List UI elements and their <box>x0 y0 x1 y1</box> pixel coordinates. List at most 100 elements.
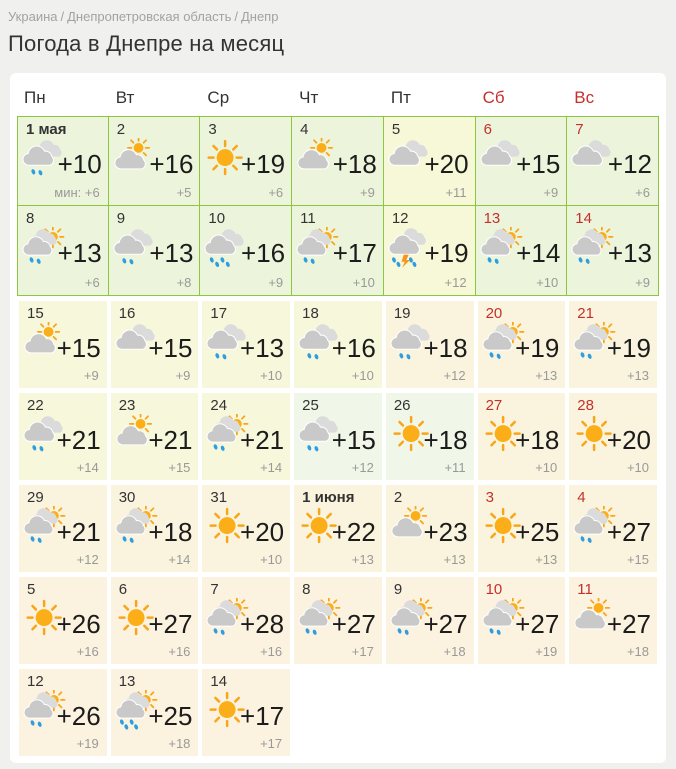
night-temp: +18 <box>443 644 466 659</box>
day-cell[interactable]: 11 +27 +18 <box>569 577 657 664</box>
day-cell[interactable]: 9 +13 +8 <box>108 206 201 296</box>
day-temp: +25 <box>515 517 560 547</box>
day-cell[interactable]: 12 +19 +12 <box>383 206 476 296</box>
day-cell[interactable]: 22 +21 +14 <box>19 393 107 480</box>
sun-icon <box>113 598 161 640</box>
cell-date: 11 <box>577 581 593 598</box>
night-temp: +12 <box>351 460 374 475</box>
cell-date: 24 <box>210 397 228 414</box>
sun-icon <box>480 414 528 456</box>
day-cell[interactable]: 1 июня +22 +13 <box>294 485 382 572</box>
cell-date: 25 <box>302 397 319 414</box>
day-cell[interactable]: 2 +23 +13 <box>385 485 474 572</box>
night-temp: +19 <box>76 736 99 751</box>
cell-date: 1 июня <box>302 489 355 506</box>
day-cell[interactable]: 27 +18 +10 <box>477 393 566 480</box>
day-temp: +22 <box>331 517 376 547</box>
weekday-wed: Ср <box>207 88 230 107</box>
day-temp: +26 <box>56 701 101 731</box>
cell-date: 3 <box>208 121 217 138</box>
cloud-rain-icon <box>388 322 436 364</box>
day-temp: +27 <box>606 609 651 639</box>
night-temp: +19 <box>535 644 558 659</box>
day-cell[interactable]: 16 +15 +9 <box>110 301 199 388</box>
day-temp: +23 <box>423 517 468 547</box>
day-cell[interactable]: 5 +20 +11 <box>383 116 476 206</box>
day-cell[interactable]: 23 +21 +15 <box>110 393 199 480</box>
night-temp: +15 <box>168 460 191 475</box>
cell-date: 14 <box>575 210 592 227</box>
day-cell[interactable]: 6 +15 +9 <box>475 116 568 206</box>
breadcrumb-link[interactable]: Днепропетровская область <box>67 9 232 24</box>
cell-date: 4 <box>577 489 586 506</box>
day-cell[interactable]: 20 +19 +13 <box>477 301 566 388</box>
cell-date: 6 <box>483 121 492 138</box>
day-cell[interactable]: 13 +14 +10 <box>475 206 568 296</box>
day-cell[interactable]: 14 +17 +17 <box>202 669 291 756</box>
day-cell[interactable]: 6 +27 +16 <box>110 577 199 664</box>
cloud-icon <box>386 138 434 180</box>
night-temp: +12 <box>444 275 467 290</box>
day-cell[interactable]: 15 +15 +9 <box>19 301 107 388</box>
day-cell[interactable]: 11 +17 +10 <box>292 206 384 296</box>
day-cell[interactable]: 2 +16 +5 <box>108 116 201 206</box>
night-temp: мин: +6 <box>54 185 100 200</box>
sun-cloud-rain-icon <box>571 506 619 548</box>
day-temp: +25 <box>148 701 193 731</box>
cell-date: 16 <box>118 305 136 322</box>
day-cell[interactable]: 14 +13 +9 <box>567 206 659 296</box>
day-temp: +18 <box>423 425 468 455</box>
sun-cloud-icon <box>113 414 161 456</box>
calendar-row: 8 +13 +6 9 +13 +8 10 +16 +9 11 +17 +10 12 +19 +12 13 +14… <box>17 206 659 296</box>
day-cell[interactable]: 13 +25 +18 <box>110 669 199 756</box>
cell-date: 1 мая <box>26 121 67 138</box>
day-cell[interactable]: 8 +27 +17 <box>294 577 382 664</box>
day-cell[interactable]: 7 +12 +6 <box>567 116 659 206</box>
day-temp: +17 <box>332 238 377 268</box>
day-cell[interactable]: 10 +27 +19 <box>477 577 566 664</box>
day-cell[interactable]: 10 +16 +9 <box>200 206 293 296</box>
night-temp: +17 <box>260 736 283 751</box>
day-cell[interactable]: 21 +19 +13 <box>569 301 657 388</box>
day-cell[interactable]: 17 +13 +10 <box>202 301 291 388</box>
night-temp: +8 <box>176 275 192 290</box>
day-cell[interactable]: 3 +25 +13 <box>477 485 566 572</box>
cell-date: 2 <box>393 489 403 506</box>
day-temp: +15 <box>516 149 561 179</box>
day-cell[interactable]: 24 +21 +14 <box>202 393 291 480</box>
day-cell[interactable]: 5 +26 +16 <box>19 577 107 664</box>
day-cell[interactable]: 3 +19 +6 <box>200 116 293 206</box>
cell-date: 30 <box>118 489 136 506</box>
night-temp: +16 <box>168 644 191 659</box>
cloud-icon <box>478 138 526 180</box>
page-title: Погода в Днепре на месяц <box>8 31 285 56</box>
day-cell[interactable]: 26 +18 +11 <box>385 393 474 480</box>
night-temp: +18 <box>626 644 649 659</box>
calendar-row: 15 +15 +9 16 +15 +9 17 +13 +10 18 +16 +10 19 +18 +12 20… <box>17 301 659 388</box>
day-cell[interactable]: 30 +18 +14 <box>110 485 199 572</box>
weekday-fri: Пт <box>390 88 411 107</box>
day-temp: +27 <box>515 609 560 639</box>
day-cell[interactable]: 1 мая +10 мин: +6 <box>17 116 109 206</box>
day-cell[interactable]: 4 +18 +9 <box>292 116 384 206</box>
page-header: Украина / Днепропетровская область / Днепр П… <box>0 0 676 57</box>
day-cell[interactable]: 7 +28 +16 <box>202 577 291 664</box>
day-cell[interactable]: 4 +27 +15 <box>569 485 657 572</box>
day-cell[interactable]: 19 +18 +12 <box>385 301 474 388</box>
sun-icon <box>388 414 436 456</box>
breadcrumb-link[interactable]: Днепр <box>240 9 279 24</box>
day-cell[interactable]: 9 +27 +18 <box>385 577 474 664</box>
day-cell[interactable]: 25 +15 +12 <box>294 393 382 480</box>
day-temp: +19 <box>606 333 651 363</box>
day-cell[interactable]: 12 +26 +19 <box>19 669 107 756</box>
day-cell[interactable]: 31 +20 +10 <box>202 485 291 572</box>
cell-date: 28 <box>577 397 594 414</box>
sun-icon <box>204 506 252 548</box>
day-cell[interactable]: 29 +21 +12 <box>19 485 107 572</box>
day-cell[interactable]: 18 +16 +10 <box>294 301 382 388</box>
day-cell[interactable]: 28 +20 +10 <box>569 393 657 480</box>
night-temp: +17 <box>351 644 374 659</box>
day-cell[interactable]: 8 +13 +6 <box>17 206 109 296</box>
breadcrumb-link[interactable]: Украина <box>8 9 58 24</box>
night-temp: +10 <box>260 368 283 383</box>
